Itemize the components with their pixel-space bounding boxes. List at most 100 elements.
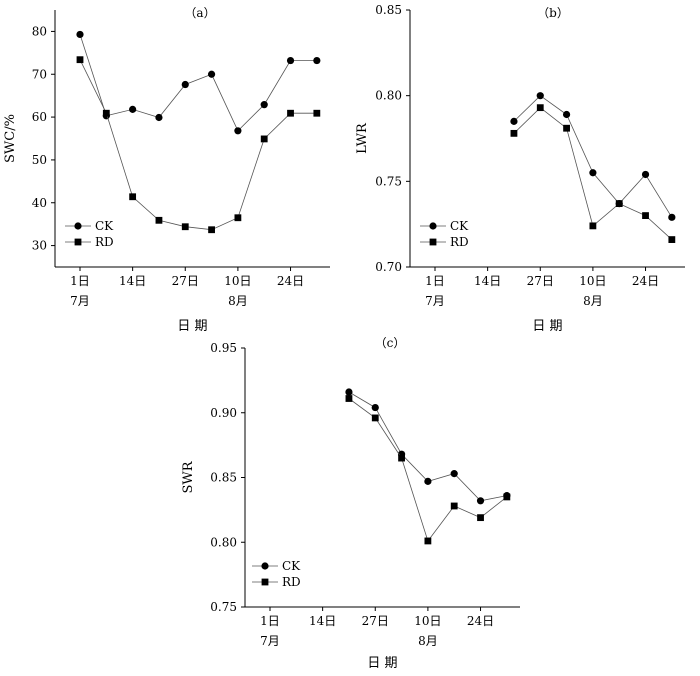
data-point-ck [181, 80, 189, 89]
data-point-rd [668, 236, 676, 243]
data-point-ck [371, 403, 379, 412]
data-point-rd [287, 109, 294, 117]
data-point-ck [129, 105, 137, 113]
legend-label-ck: CK [450, 219, 469, 233]
data-point-rd [345, 395, 353, 402]
data-point-rd [371, 414, 379, 422]
x-tick-sublabel: 7月 [70, 294, 90, 308]
y-axis-title: SWR [181, 460, 196, 493]
x-tick-label: 27日 [527, 274, 554, 288]
x-tick-label: 10日 [579, 274, 606, 288]
y-tick-label: 30 [32, 239, 47, 253]
data-point-rd [234, 214, 242, 222]
data-point-ck [345, 388, 353, 396]
legend-marker-rd [429, 238, 437, 246]
x-tick-sublabel: 8月 [228, 294, 248, 308]
data-point-rd [155, 216, 163, 224]
data-point-ck [207, 70, 216, 78]
y-axis-title: LWR [355, 122, 370, 154]
data-point-rd [129, 193, 137, 201]
y-axis-title: SWC/% [3, 114, 18, 163]
data-point-rd [313, 109, 321, 117]
data-point-ck [536, 92, 544, 100]
legend-label-rd: RD [95, 235, 114, 249]
x-tick-label: 24日 [277, 274, 304, 288]
x-tick-label: 14日 [474, 274, 501, 288]
panel-b: （b） 0.70 0.75 0.80 0.85 1日 7月 14日 27日 10日 8月 24日 LWR… [355, 3, 685, 334]
data-point-rd [536, 104, 544, 112]
data-point-ck [234, 127, 242, 135]
data-point-rd [589, 222, 597, 230]
legend-marker-rd [74, 238, 82, 246]
y-tick-label: 0.85 [375, 3, 402, 17]
x-tick-sublabel: 8月 [418, 634, 438, 648]
x-tick-label: 14日 [119, 274, 146, 288]
data-point-rd [398, 454, 405, 462]
y-tick-label: 0.80 [375, 89, 402, 103]
data-point-ck [668, 213, 676, 221]
x-tick-label: 10日 [414, 614, 441, 628]
data-point-ck [424, 477, 432, 485]
y-tick-label: 0.95 [210, 341, 237, 355]
legend-marker-ck [261, 562, 269, 570]
data-point-ck [313, 56, 321, 65]
y-tick-label: 0.75 [210, 600, 237, 614]
x-tick-label: 24日 [632, 274, 659, 288]
x-axis-title: 日 期 [177, 319, 207, 334]
data-point-ck [589, 169, 597, 177]
data-point-ck [510, 117, 518, 125]
legend-label-ck: CK [95, 219, 114, 233]
legend-label-rd: RD [450, 235, 469, 249]
data-point-rd [477, 514, 484, 522]
x-tick-sublabel: 7月 [425, 294, 445, 308]
series-line-ck [79, 34, 317, 132]
y-tick-label: 0.80 [210, 535, 237, 549]
y-tick-label: 0.90 [210, 406, 237, 420]
x-tick-sublabel: 7月 [260, 634, 280, 648]
data-point-rd [260, 135, 268, 143]
data-point-rd [424, 537, 432, 545]
y-tick-label: 0.75 [375, 174, 402, 188]
data-point-ck [562, 110, 571, 119]
data-point-rd [510, 129, 518, 137]
y-tick-label: 40 [32, 196, 47, 210]
data-point-ck [286, 56, 295, 65]
legend-marker-rd [261, 578, 269, 586]
y-tick-label: 50 [32, 153, 47, 167]
x-tick-label: 1日 [260, 614, 280, 628]
y-tick-label: 60 [32, 110, 47, 124]
data-point-rd [76, 56, 84, 64]
x-tick-label: 10日 [224, 274, 251, 288]
x-axis-title: 日 期 [367, 656, 397, 671]
legend-marker-ck [429, 222, 437, 230]
series-line-ck [513, 95, 673, 218]
x-tick-label: 27日 [362, 614, 389, 628]
series-line-rd [79, 59, 317, 231]
panel-a: （a） 30 40 50 60 70 80 1日 7月 14日 27日 10日 8月 24日 SWC/% 日 … [3, 6, 330, 334]
y-tick-label: 70 [32, 67, 47, 81]
x-tick-label: 1日 [425, 274, 445, 288]
y-tick-label: 80 [32, 24, 47, 38]
data-point-ck [476, 497, 485, 505]
x-axis-title: 日 期 [532, 319, 562, 334]
legend-marker-ck [74, 222, 82, 230]
data-point-ck [155, 113, 163, 122]
panel-title: （c） [375, 336, 406, 350]
panel-title: （b） [537, 6, 569, 20]
data-point-rd [642, 212, 649, 219]
x-tick-label: 27日 [172, 274, 199, 288]
data-point-rd [450, 502, 458, 510]
legend-label-ck: CK [282, 559, 301, 573]
legend-label-rd: RD [282, 575, 301, 589]
x-tick-label: 14日 [309, 614, 336, 628]
x-tick-label: 1日 [70, 274, 90, 288]
x-tick-sublabel: 8月 [583, 294, 603, 308]
data-point-ck [450, 470, 458, 478]
data-point-ck [260, 101, 268, 109]
y-tick-label: 0.85 [210, 471, 237, 485]
data-point-ck [641, 170, 650, 179]
data-point-ck [76, 30, 84, 39]
data-point-rd [102, 109, 110, 117]
data-point-rd [208, 226, 215, 234]
